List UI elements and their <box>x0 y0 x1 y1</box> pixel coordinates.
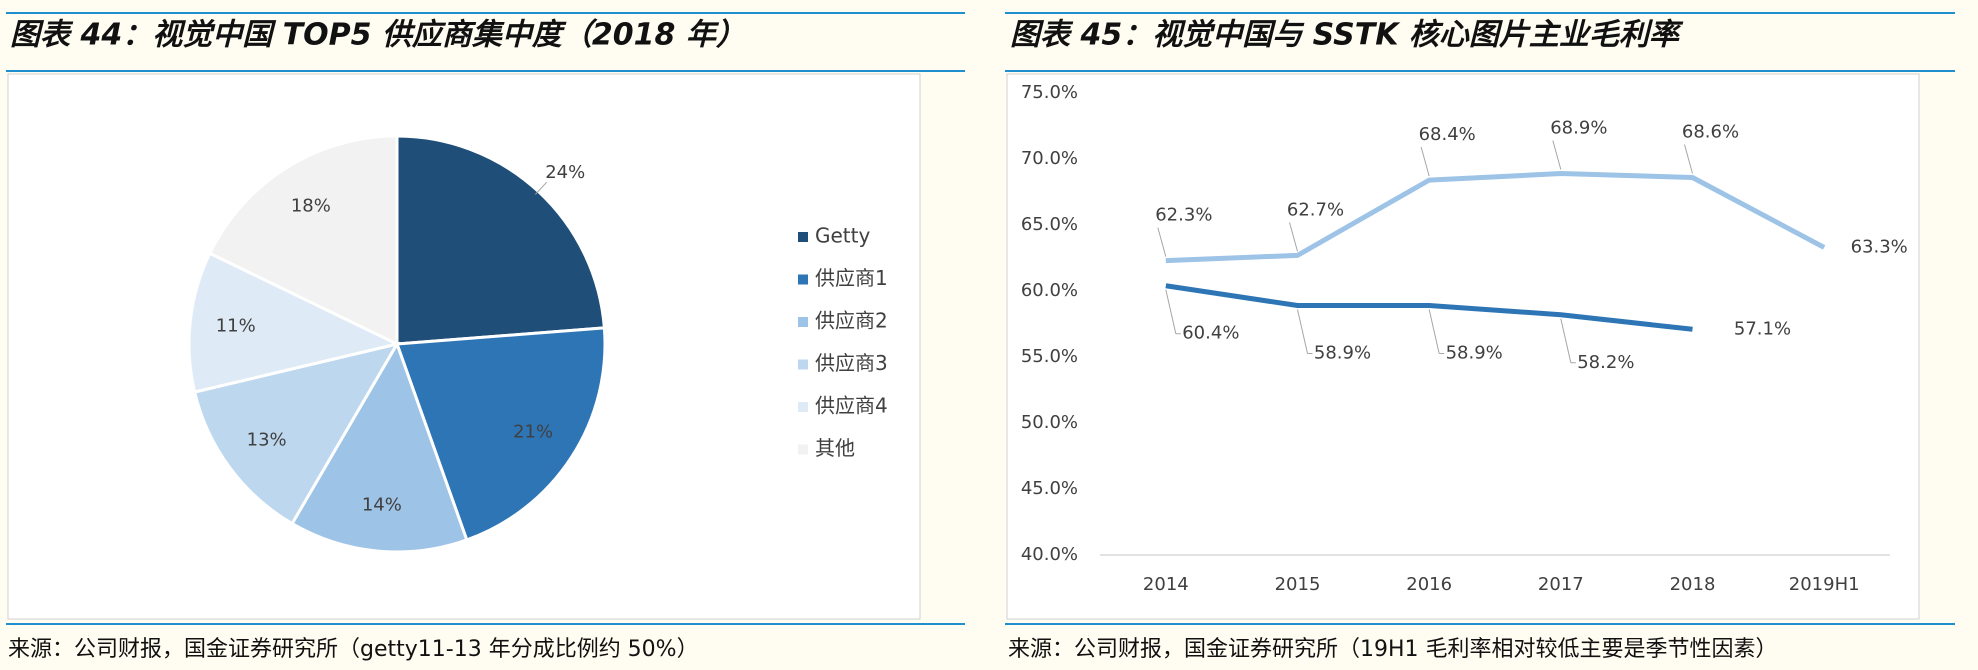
leader-line <box>1420 146 1430 177</box>
leader-line <box>1297 309 1308 354</box>
y-tick-label: 45.0% <box>1021 478 1078 499</box>
leader-line <box>1428 309 1440 354</box>
chart-box <box>1006 73 1920 620</box>
y-tick-label: 75.0% <box>1021 82 1078 103</box>
data-label: 58.9% <box>1314 343 1371 364</box>
legend-swatch <box>798 317 808 327</box>
leader-line <box>1157 227 1167 257</box>
legend-label: 供应商2 <box>815 309 888 333</box>
data-label: 68.6% <box>1682 121 1739 142</box>
data-label: 11% <box>216 315 256 336</box>
pie-slice <box>187 251 402 394</box>
line-series <box>1165 283 1693 332</box>
y-tick-label: 60.0% <box>1021 280 1078 301</box>
leader-line <box>1289 222 1298 252</box>
leader-line <box>1165 289 1177 334</box>
pie-slice <box>207 134 399 347</box>
y-tick-label: 40.0% <box>1021 544 1078 565</box>
source: 来源：公司财报，国金证券研究所（getty11-13 年分成比例约 50%） <box>8 637 699 662</box>
x-tick-label: 2015 <box>1275 574 1321 595</box>
pie-slice <box>290 340 469 554</box>
data-label: 68.4% <box>1419 124 1476 145</box>
data-label: 58.9% <box>1446 343 1503 364</box>
legend-label: Getty <box>815 224 870 248</box>
data-label: 14% <box>362 495 402 516</box>
leader-line <box>535 181 548 195</box>
chart-title: 图表 45：视觉中国与 SSTK 核心图片主业毛利率 <box>1010 18 1684 53</box>
legend-label: 供应商1 <box>815 266 888 290</box>
data-label: 13% <box>247 430 287 451</box>
x-tick-label: 2014 <box>1143 574 1189 595</box>
data-label: 58.2% <box>1577 352 1634 373</box>
y-tick-label: 65.0% <box>1021 214 1078 235</box>
leader-line <box>1560 318 1572 363</box>
data-label: 57.1% <box>1734 318 1791 339</box>
leader-line <box>1552 140 1562 170</box>
source: 来源：公司财报，国金证券研究所（19H1 毛利率相对较低主要是季节性因素） <box>1008 637 1778 662</box>
legend-swatch <box>798 444 808 455</box>
y-tick-label: 50.0% <box>1021 412 1078 433</box>
data-label: 62.7% <box>1287 199 1344 220</box>
legend-label: 供应商3 <box>815 351 888 375</box>
legend-label: 其他 <box>815 436 855 460</box>
legend-swatch <box>798 232 808 242</box>
legend-label: 供应商4 <box>815 394 888 418</box>
legend-swatch <box>798 402 808 412</box>
leader-line <box>1684 144 1693 174</box>
data-label: 21% <box>513 421 553 442</box>
y-tick-label: 55.0% <box>1021 346 1078 367</box>
data-label: 24% <box>545 162 585 183</box>
y-tick-label: 70.0% <box>1021 148 1078 169</box>
data-label: 63.3% <box>1851 236 1908 257</box>
legend-swatch <box>798 359 808 370</box>
pie-slice <box>192 341 401 526</box>
x-tick-label: 2019H1 <box>1789 574 1860 595</box>
data-label: 18% <box>291 196 331 217</box>
chart-title: 图表 44：视觉中国 TOP5 供应商集中度（2018 年） <box>10 18 746 53</box>
x-tick-label: 2018 <box>1670 574 1716 595</box>
line-series <box>1165 171 1826 264</box>
x-tick-label: 2017 <box>1538 574 1584 595</box>
data-label: 62.3% <box>1155 205 1212 226</box>
x-tick-label: 2016 <box>1406 574 1452 595</box>
legend-swatch <box>798 274 808 285</box>
data-label: 68.9% <box>1550 118 1607 139</box>
data-label: 60.4% <box>1182 323 1239 344</box>
